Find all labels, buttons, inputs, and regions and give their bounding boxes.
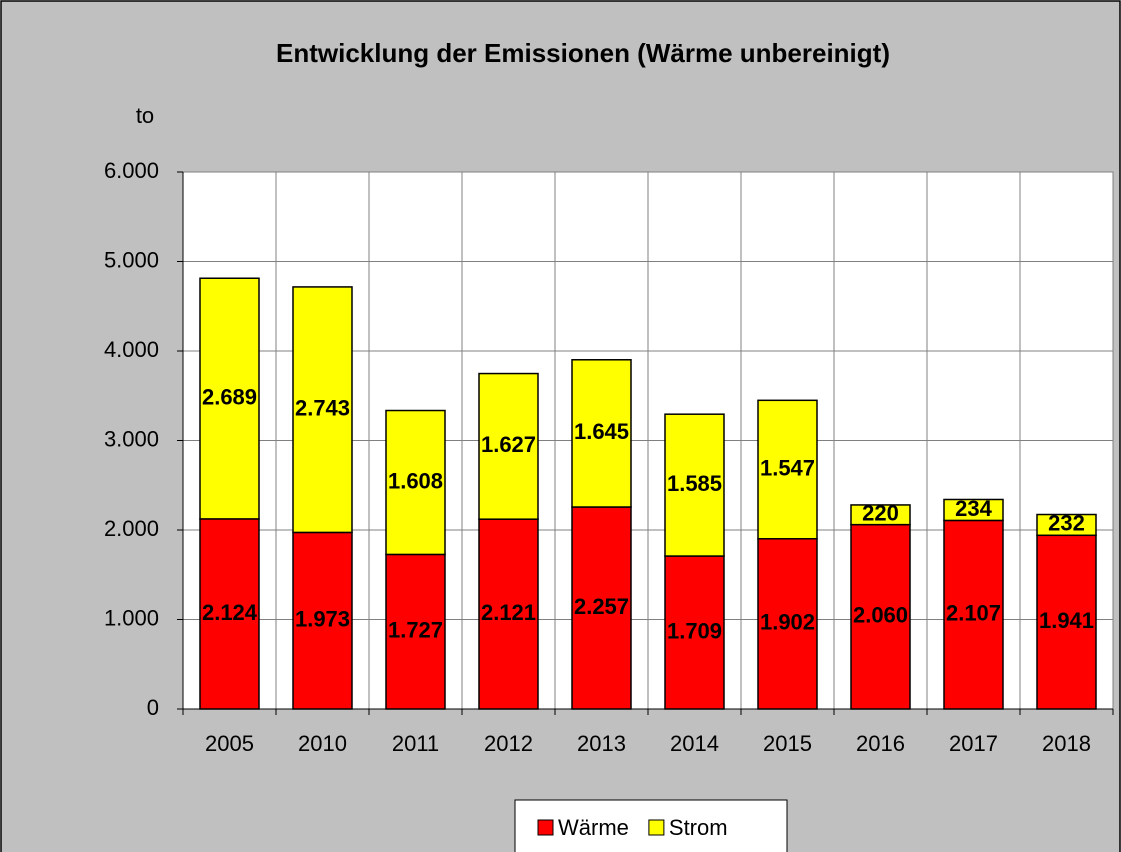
- data-label: 2.743: [295, 395, 350, 420]
- data-label: 2.107: [946, 601, 1001, 626]
- data-label: 2.121: [481, 600, 536, 625]
- bar-segment: [385, 409, 446, 556]
- x-tick-label: 2012: [484, 731, 533, 756]
- bar-segment: [664, 555, 725, 710]
- data-label: 1.608: [388, 468, 443, 493]
- bar-segment: [850, 504, 911, 526]
- x-tick-label: 2013: [577, 731, 626, 756]
- data-label: 1.627: [481, 432, 536, 457]
- y-tick-label: 2.000: [104, 516, 159, 541]
- data-label: 2.060: [853, 603, 908, 628]
- bar-segment: [571, 359, 632, 508]
- data-label: 1.902: [760, 610, 815, 635]
- data-label: 220: [862, 501, 899, 526]
- bar-segment: [943, 519, 1004, 710]
- data-label: 1.585: [667, 471, 722, 496]
- data-label: 1.941: [1039, 608, 1094, 633]
- data-label: 234: [955, 496, 992, 521]
- bar-segment: [757, 538, 818, 710]
- bar-segment: [292, 531, 353, 710]
- bar-segment: [199, 518, 260, 710]
- data-label: 1.727: [388, 618, 443, 643]
- x-tick-label: 2017: [949, 731, 998, 756]
- data-label: 232: [1048, 511, 1085, 536]
- bar-segment: [478, 518, 539, 710]
- bar-segment: [943, 498, 1004, 522]
- legend-swatch: [537, 819, 554, 836]
- y-tick-label: 0: [147, 695, 159, 720]
- bar-segment: [571, 506, 632, 710]
- legend-swatch: [648, 819, 665, 836]
- bar-segment: [385, 553, 446, 710]
- data-label: 1.709: [667, 618, 722, 643]
- data-label: 1.645: [574, 419, 629, 444]
- bar-segment: [478, 372, 539, 520]
- x-tick-label: 2016: [856, 731, 905, 756]
- chart-title: Entwicklung der Emissionen (Wärme unbere…: [276, 38, 890, 68]
- bar-segment: [292, 286, 353, 534]
- data-label: 2.689: [202, 384, 257, 409]
- x-tick-label: 2010: [298, 731, 347, 756]
- y-tick-label: 1.000: [104, 605, 159, 630]
- bar-segment: [664, 413, 725, 557]
- x-tick-label: 2015: [763, 731, 812, 756]
- data-label: 2.257: [574, 594, 629, 619]
- y-tick-label: 5.000: [104, 247, 159, 272]
- bar-segment: [199, 277, 260, 520]
- bar-segment: [1036, 513, 1097, 537]
- x-tick-label: 2005: [205, 731, 254, 756]
- x-tick-label: 2011: [392, 731, 439, 756]
- y-axis-label: to: [136, 103, 154, 128]
- x-tick-label: 2018: [1042, 731, 1091, 756]
- y-tick-label: 6.000: [104, 158, 159, 183]
- y-tick-label: 4.000: [104, 337, 159, 362]
- data-label: 2.124: [202, 600, 258, 625]
- x-tick-label: 2014: [670, 731, 719, 756]
- data-label: 1.973: [295, 607, 350, 632]
- legend-label: Strom: [669, 815, 728, 840]
- bar-segment: [757, 399, 818, 540]
- y-tick-label: 3.000: [104, 426, 159, 451]
- legend-label: Wärme: [558, 815, 629, 840]
- data-label: 1.547: [760, 455, 815, 480]
